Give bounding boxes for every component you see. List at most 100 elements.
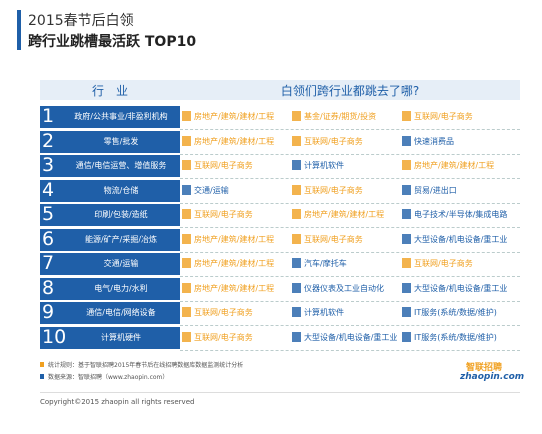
industry: 计算机硬件 [101,332,141,342]
destination: 仪器仪表及工业自动化 [304,283,384,293]
icon [292,282,301,293]
icon [292,135,301,146]
destination: 房地产/建筑/建材/工程 [194,136,275,146]
industry: 电气/电力/水利 [94,283,148,293]
industry-cell: 4 物流/仓储 [40,178,180,202]
table-row: 10 计算机硬件 互联网/电子商务 大型设备/机电设备/重工业 IT服务(系统/数据/维… [40,325,520,351]
industry: 物流/仓储 [103,185,139,195]
row-separator [180,251,520,253]
row-separator [180,227,520,228]
destination: 互联网/电子商务 [414,112,473,121]
industry-cell: 10 计算机硬件 [40,325,180,349]
subtitle: 跨行业跳槽最活跃 TOP10 [28,34,197,50]
icon [182,209,191,219]
destination: 大型设备/机电设备/重工业 [304,332,398,342]
industry: 能源/矿产/采掘/冶炼 [84,234,158,244]
rank: 1 [42,105,55,127]
destination: 计算机软件 [304,308,344,317]
icon [402,184,411,195]
note: 统计规则：基于智联招聘2015年春节后在线招聘数据库数据监测统计分析 [48,362,244,369]
industry-cell: 6 能源/矿产/采掘/冶炼 [40,227,180,251]
destination: 互联网/电子商务 [194,161,253,170]
rank: 7 [42,252,55,274]
industry-cell: 1 政府/公共事业/非盈利机构 [40,105,180,128]
destination: 房地产/建筑/建材/工程 [194,112,275,121]
rank: 2 [42,129,55,152]
destination: 贸易/进出口 [414,185,457,195]
table-row: 4 物流/仓储 交通/运输 互联网/电子商务 贸易/进出口 [40,178,520,204]
row-separator [180,300,520,302]
industry-header: 行 业 [91,84,128,98]
destination: 交通/运输 [194,185,229,195]
rank: 5 [42,203,55,225]
title: 2015春节后白领 [28,13,134,29]
destination: 房地产/建筑/建材/工程 [304,210,385,219]
rank: 6 [42,227,55,250]
icon [292,160,301,170]
industry-cell: 3 通信/电信运营、增值服务 [40,154,180,177]
industry-cell: 7 交通/运输 [40,252,180,275]
table-row: 7 交通/运输 房地产/建筑/建材/工程 汽车/摩托车 互联网/电子商务 [40,252,520,277]
row-separator [180,153,520,155]
row-separator [180,325,520,326]
row-separator [180,349,520,351]
icon [402,111,411,121]
destination: 计算机软件 [304,161,344,170]
row-separator [180,178,520,179]
table-row: 8 电气/电力/水利 房地产/建筑/建材/工程 仪器仪表及工业自动化 大型设备/机电设备… [40,277,520,302]
destination-header: 白领们跨行业都跳去了哪? [280,84,420,98]
destination: 基金/证券/期货/投资 [304,112,377,121]
industry-cell: 8 电气/电力/水利 [40,277,180,300]
icon [182,307,191,317]
icon [402,307,411,317]
icon [292,233,301,244]
icon [182,160,191,170]
table-row: 6 能源/矿产/采掘/冶炼 房地产/建筑/建材/工程 互联网/电子商务 大型设备/机电设… [40,227,520,253]
rank: 3 [42,154,55,176]
icon [292,184,301,195]
destination: 互联网/电子商务 [304,185,363,195]
row-separator [180,276,520,277]
industry: 政府/公共事业/非盈利机构 [74,112,168,121]
icon [292,307,301,317]
icon [182,135,191,146]
industry-cell: 9 通信/电信/网络设备 [40,301,180,324]
destination: 房地产/建筑/建材/工程 [194,259,275,268]
destination: 互联网/电子商务 [194,308,253,317]
logo-url: zhaopin.com [460,372,525,382]
icon [182,282,191,293]
row-separator [180,129,520,130]
destination: 互联网/电子商务 [194,332,253,342]
icon [402,160,411,170]
rank: 10 [42,325,67,348]
destination: 房地产/建筑/建材/工程 [414,161,495,170]
destination: 互联网/电子商务 [194,210,253,219]
destination: IT服务(系统/数据/维护) [414,308,497,317]
table-row: 5 印刷/包装/造纸 互联网/电子商务 房地产/建筑/建材/工程 电子技术/半导体/集成… [40,203,520,228]
copyright: Copyright©2015 zhaopin all rights reserv… [40,398,195,406]
industry-cell: 2 零售/批发 [40,129,180,153]
industry-cell: 5 印刷/包装/造纸 [40,203,180,226]
industry: 交通/运输 [103,259,139,268]
destination: 互联网/电子商务 [414,259,473,268]
rank: 9 [42,301,55,323]
destination: 大型设备/机电设备/重工业 [414,283,508,293]
industry: 零售/批发 [103,136,139,146]
icon [182,111,191,121]
destination: IT服务(系统/数据/维护) [414,332,497,342]
rank: 4 [42,178,55,201]
destination: 快速消费品 [414,136,454,146]
bullet [40,374,44,379]
industry: 通信/电信/网络设备 [86,308,156,317]
bullet [40,362,44,367]
industry: 通信/电信运营、增值服务 [75,161,167,170]
note: 数据来源：智联招聘（www.zhaopin.com） [48,374,169,381]
divider [40,392,520,393]
icon [402,282,411,293]
header-cell [40,80,180,100]
icon [402,331,411,342]
icon [402,233,411,244]
destination: 房地产/建筑/建材/工程 [194,234,275,244]
table-row: 3 通信/电信运营、增值服务 互联网/电子商务 计算机软件 房地产/建筑/建材/工程 [40,154,520,179]
